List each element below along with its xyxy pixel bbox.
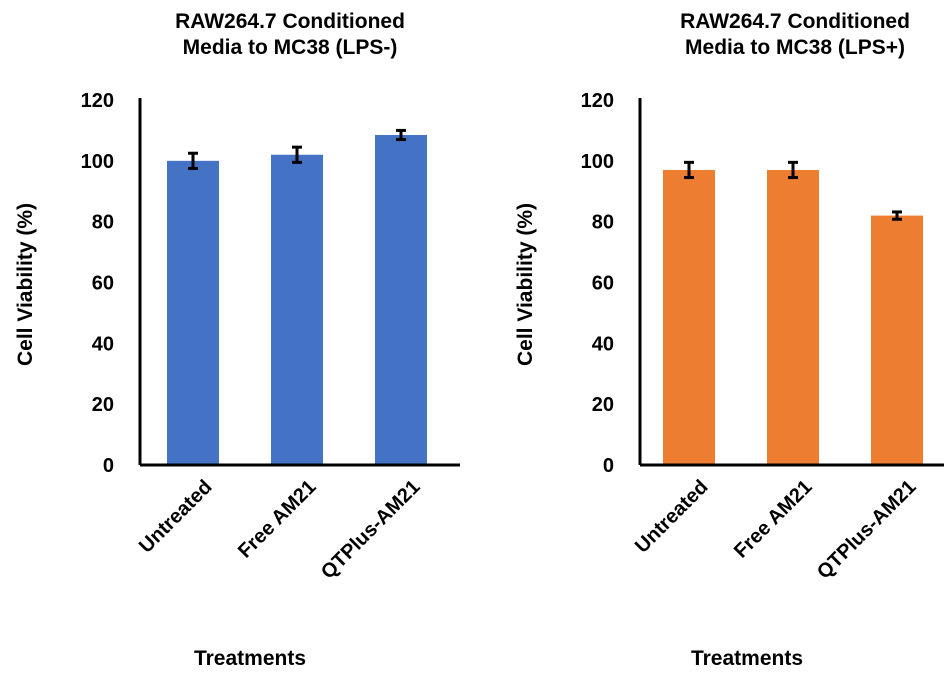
error-bar: [892, 210, 902, 221]
error-bar: [684, 160, 694, 180]
y-tick-label: 80: [592, 212, 614, 234]
chart-title: RAW264.7 Conditioned Media to MC38 (LPS+): [680, 10, 910, 59]
x-tick-label: Free AM21: [730, 476, 817, 563]
x-axis-title: Treatments: [194, 647, 306, 670]
chart-panel-lps-negative: RAW264.7 Conditioned Media to MC38 (LPS-)…: [14, 10, 460, 670]
y-tick-label: 120: [81, 90, 114, 112]
bar-qtplus-am21: [375, 134, 427, 465]
x-tick-label: Untreated: [631, 476, 713, 558]
y-tick-label: 60: [592, 273, 614, 295]
y-tick-label: 100: [81, 151, 114, 173]
chart-title-line: Media to MC38 (LPS+): [685, 36, 905, 59]
y-axis-title: Cell Viability (%): [514, 203, 537, 366]
y-tick-label: 80: [92, 212, 114, 234]
error-bar: [788, 160, 798, 180]
error-bar: [396, 128, 406, 142]
x-tick-label: QTPlus-AM21: [317, 476, 425, 584]
x-tick-label: Free AM21: [234, 476, 321, 563]
x-tick-label: Untreated: [135, 476, 217, 558]
chart-title: RAW264.7 Conditioned Media to MC38 (LPS-): [175, 10, 405, 59]
y-tick-label: 0: [103, 455, 114, 477]
y-tick-label: 20: [592, 394, 614, 416]
bar-untreated: [167, 160, 219, 466]
y-tick-label: 60: [92, 273, 114, 295]
error-bar: [292, 145, 302, 164]
x-tick-label: QTPlus-AM21: [813, 476, 921, 584]
y-tick-label: 20: [92, 394, 114, 416]
y-tick-label: 100: [581, 151, 614, 173]
y-tick-label: 0: [603, 455, 614, 477]
x-axis-title: Treatments: [691, 647, 803, 670]
chart-panel-lps-positive: RAW264.7 Conditioned Media to MC38 (LPS+)…: [514, 10, 944, 670]
y-axis-title: Cell Viability (%): [14, 203, 37, 366]
bar-free-am21: [271, 154, 323, 465]
bar-free-am21: [767, 169, 819, 466]
y-tick-label: 40: [92, 333, 114, 355]
y-tick-label: 40: [592, 333, 614, 355]
chart-title-line: Media to MC38 (LPS-): [183, 36, 398, 59]
y-tick-label: 120: [581, 90, 614, 112]
chart-title-line: RAW264.7 Conditioned: [680, 10, 910, 33]
chart-title-line: RAW264.7 Conditioned: [175, 10, 405, 33]
error-bar: [188, 151, 198, 170]
bar-untreated: [663, 169, 715, 466]
bar-qtplus-am21: [871, 215, 923, 465]
